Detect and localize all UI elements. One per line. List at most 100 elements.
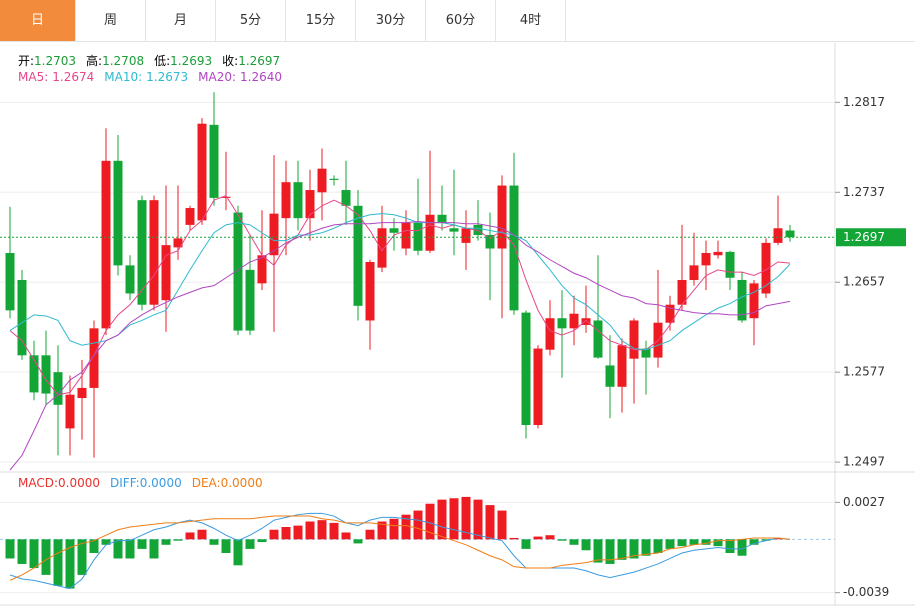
- info-value: 1.2697: [238, 54, 281, 68]
- macd-bar: [473, 499, 483, 540]
- macd-bar: [581, 539, 591, 551]
- candle-body: [113, 160, 123, 266]
- candle-body: [209, 124, 219, 198]
- period-tab[interactable]: 5分: [216, 0, 286, 41]
- candle-body: [773, 228, 783, 243]
- candle-body: [29, 355, 39, 393]
- candle-body: [65, 394, 75, 429]
- y-tick-label: 1.2657: [843, 275, 885, 289]
- info-label: 收:: [222, 54, 239, 68]
- macd-bar: [53, 539, 63, 586]
- period-tab[interactable]: 30分: [356, 0, 426, 41]
- candle-body: [305, 190, 315, 219]
- macd-bar: [365, 529, 375, 540]
- candle-body: [269, 213, 279, 256]
- ma-line: [9, 213, 791, 351]
- candle-body: [401, 222, 411, 249]
- candle-body: [185, 208, 195, 225]
- last-price-box: [836, 228, 906, 247]
- candle-body: [5, 253, 15, 311]
- candle-body: [125, 265, 135, 294]
- candle-body: [713, 251, 723, 256]
- macd-legend-value: 0.0000: [58, 476, 101, 490]
- macd-bar: [545, 535, 555, 540]
- macd-bar: [341, 532, 351, 540]
- macd-bar: [593, 539, 603, 563]
- macd-bar: [449, 498, 459, 540]
- macd-bar: [245, 539, 255, 549]
- candle-body: [641, 348, 651, 358]
- macd-bar: [221, 539, 231, 553]
- candle-body: [449, 228, 459, 232]
- macd-bar: [353, 539, 363, 544]
- macd-bar: [125, 539, 135, 559]
- period-tab[interactable]: 月: [146, 0, 216, 41]
- candle-body: [149, 200, 159, 305]
- macd-bar: [653, 539, 663, 553]
- macd-bar: [641, 539, 651, 556]
- ohlc-info: 开:1.2703 高:1.2708 低:1.2693 收:1.2697: [18, 52, 290, 69]
- candle-body: [497, 185, 507, 249]
- macd-bar: [149, 539, 159, 559]
- candle-body: [77, 387, 87, 399]
- candle-body: [377, 228, 387, 268]
- candle-body: [569, 313, 579, 329]
- candle-body: [89, 328, 99, 388]
- last-price-label: 1.2697: [843, 230, 885, 244]
- info-label: 低:: [154, 54, 171, 68]
- macd-legend-value: 0.0000: [220, 476, 263, 490]
- macd-legend-value: 0.0000: [139, 476, 182, 490]
- macd-bar: [437, 499, 447, 540]
- candle-body: [605, 365, 615, 387]
- macd-bar: [689, 539, 699, 545]
- candle-body: [509, 185, 519, 311]
- macd-bar: [305, 521, 315, 540]
- macd-bar: [569, 539, 579, 545]
- macd-legend-label: DEA:: [191, 476, 221, 490]
- macd-bar: [509, 537, 519, 540]
- macd-bar: [161, 539, 171, 545]
- macd-bar: [281, 527, 291, 540]
- macd-bar: [497, 510, 507, 540]
- period-tabs: 日周月 5分 15分 30分 60分 4时: [0, 0, 915, 42]
- candle-body: [341, 190, 351, 206]
- macd-legend-label: MACD:: [18, 476, 59, 490]
- macd-bar: [17, 539, 27, 564]
- y-tick-label: 1.2737: [843, 185, 885, 199]
- y-tick-label: 1.2577: [843, 365, 885, 379]
- ma-legend-label: MA10:: [104, 70, 143, 84]
- macd-bar: [557, 539, 567, 541]
- macd-legend-label: DIFF:: [110, 476, 140, 490]
- candle-body: [533, 348, 543, 426]
- candle-body: [521, 312, 531, 426]
- candle-body: [101, 160, 111, 329]
- macd-bar: [749, 539, 759, 545]
- info-value: 1.2703: [34, 54, 77, 68]
- macd-bar: [89, 539, 99, 553]
- macd-bar: [101, 539, 111, 545]
- candle-body: [749, 283, 759, 319]
- macd-bar: [329, 522, 339, 540]
- macd-bar: [737, 539, 747, 556]
- period-tab[interactable]: 15分: [286, 0, 356, 41]
- period-tab[interactable]: 周: [76, 0, 146, 41]
- info-value: 1.2708: [102, 54, 145, 68]
- macd-bar: [185, 532, 195, 540]
- candle-body: [233, 212, 243, 331]
- macd-bar: [233, 539, 243, 566]
- candle-body: [593, 320, 603, 358]
- macd-bar: [209, 539, 219, 545]
- macd-bar: [257, 539, 267, 543]
- candle-body: [425, 214, 435, 251]
- macd-bar: [173, 539, 183, 541]
- candle-body: [257, 255, 267, 284]
- period-tab[interactable]: 4时: [496, 0, 566, 41]
- period-tab[interactable]: 日: [0, 0, 76, 41]
- ma-legend-label: MA20:: [198, 70, 236, 84]
- macd-bar: [761, 539, 771, 541]
- candle-body: [581, 318, 591, 325]
- macd-bar: [665, 539, 675, 549]
- candle-body: [353, 205, 363, 306]
- period-tab[interactable]: 60分: [426, 0, 496, 41]
